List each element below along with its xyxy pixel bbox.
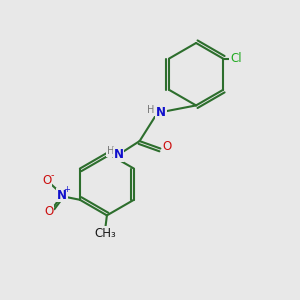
Text: CH₃: CH₃ [94, 227, 116, 240]
Text: O: O [42, 174, 51, 187]
Text: -: - [50, 170, 54, 180]
Text: N: N [57, 189, 67, 202]
Text: O: O [44, 205, 53, 218]
Text: O: O [162, 140, 172, 153]
Text: H: H [107, 146, 114, 157]
Text: H: H [147, 106, 155, 116]
Text: Cl: Cl [230, 52, 242, 65]
Text: N: N [156, 106, 166, 119]
Text: N: N [114, 148, 124, 161]
Text: +: + [63, 185, 70, 194]
